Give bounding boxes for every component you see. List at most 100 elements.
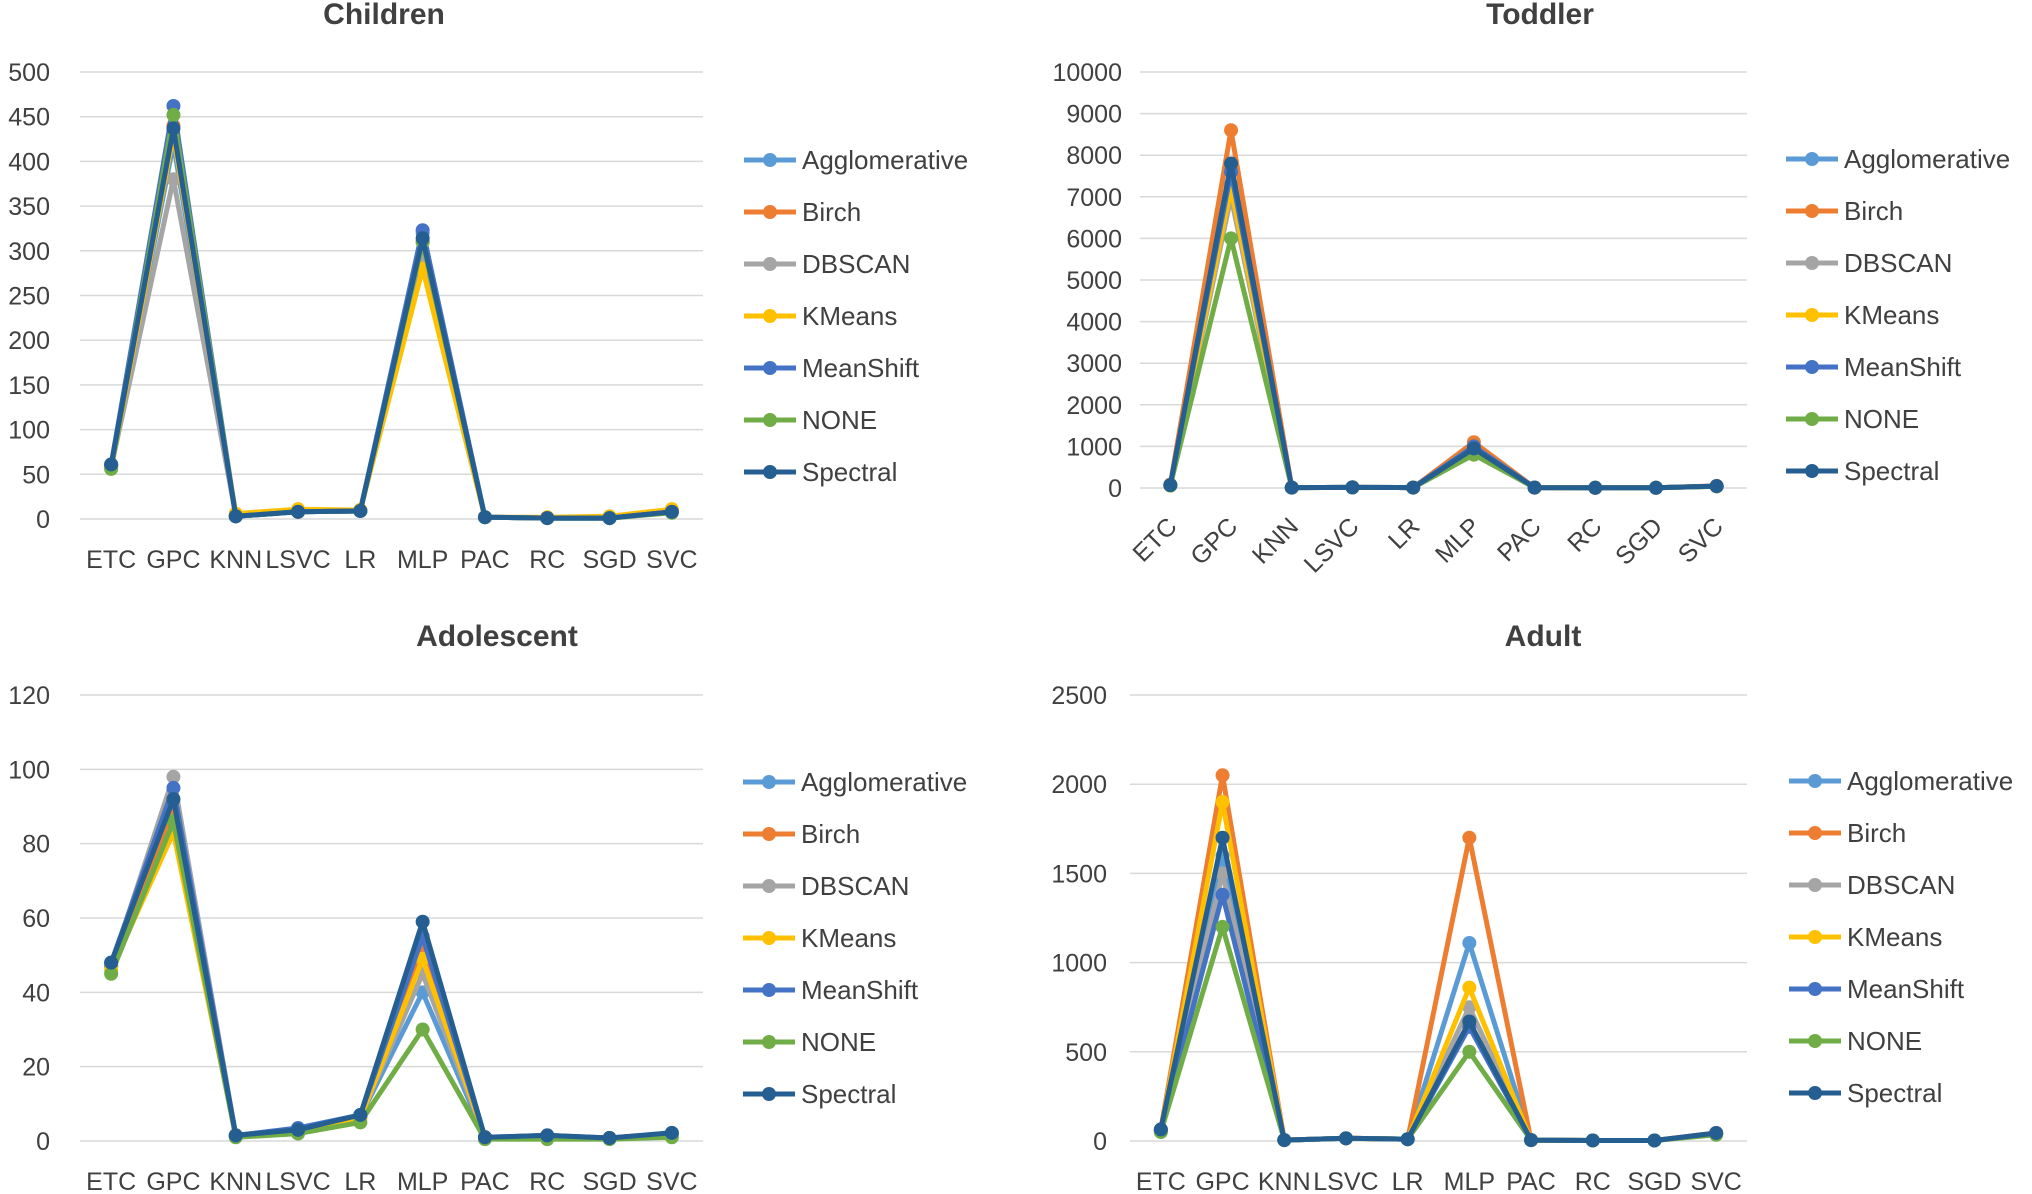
- legend-item-meanshift: MeanShift: [1786, 352, 1962, 382]
- x-tick-label: LSVC: [265, 546, 330, 574]
- x-tick-label: SGD: [1627, 1168, 1681, 1194]
- legend-label: Birch: [802, 197, 861, 227]
- data-point: [1215, 795, 1230, 810]
- series-meanshift: [104, 98, 679, 526]
- data-point: [415, 914, 430, 929]
- legend-swatch-marker: [763, 153, 777, 167]
- data-point: [1709, 1125, 1724, 1140]
- series-kmeans: [104, 127, 679, 525]
- series-line: [108, 132, 675, 520]
- x-tick-label: LSVC: [265, 1168, 330, 1194]
- data-point: [602, 1131, 617, 1146]
- data-point: [540, 1128, 555, 1143]
- legend-label: MeanShift: [801, 975, 919, 1005]
- series-line: [108, 141, 675, 521]
- data-point: [166, 769, 181, 784]
- data-point: [1400, 1132, 1415, 1147]
- x-tick-label: MLP: [1444, 1168, 1495, 1194]
- legend-swatch-marker: [1808, 878, 1822, 892]
- series-agglomerative: [104, 136, 679, 526]
- legend-swatch-marker: [763, 309, 777, 323]
- series-spectral: [104, 792, 679, 1146]
- legend-item-agglomerative: Agglomerative: [1786, 144, 2010, 174]
- chart-title: Toddler: [1486, 0, 1594, 31]
- legend-label: NONE: [1844, 404, 1919, 434]
- legend-label: NONE: [1847, 1026, 1922, 1056]
- legend-item-agglomerative: Agglomerative: [743, 767, 967, 797]
- data-point: [104, 966, 119, 981]
- chart-title: Adolescent: [416, 620, 578, 653]
- data-point: [1709, 479, 1724, 494]
- legend-label: Agglomerative: [1844, 144, 2010, 174]
- legend-label: DBSCAN: [1844, 248, 1952, 278]
- legend: Agglomerative Birch DBSCAN KMeans MeanShift N…: [743, 767, 967, 1109]
- data-point: [1462, 1014, 1477, 1029]
- data-point: [1224, 231, 1239, 246]
- legend-label: KMeans: [1847, 922, 1942, 952]
- series-line: [1158, 835, 1719, 1143]
- legend-swatch-marker: [1805, 360, 1819, 374]
- y-tick-label: 2500: [1051, 682, 1107, 710]
- data-point: [1215, 919, 1230, 934]
- x-tick-label: PAC: [1492, 512, 1547, 567]
- series-line: [108, 804, 675, 1141]
- y-tick-label: 500: [8, 59, 50, 87]
- data-point: [1462, 980, 1477, 995]
- data-point: [1466, 441, 1481, 456]
- legend-item-birch: Birch: [744, 197, 861, 227]
- data-point: [664, 504, 679, 519]
- legend-swatch-marker: [1805, 308, 1819, 322]
- legend-swatch-marker: [762, 1035, 776, 1049]
- y-tick-label: 9000: [1066, 101, 1122, 129]
- y-tick-label: 0: [1108, 475, 1122, 503]
- y-tick-label: 2000: [1066, 392, 1122, 420]
- x-tick-label: MLP: [1430, 512, 1486, 568]
- y-tick-label: 300: [8, 238, 50, 266]
- legend-item-dbscan: DBSCAN: [744, 249, 910, 279]
- x-tick-label: RC: [529, 546, 565, 574]
- x-tick-label: ETC: [86, 546, 136, 574]
- data-point: [1215, 768, 1230, 783]
- y-tick-label: 400: [8, 148, 50, 176]
- legend-swatch-marker: [762, 931, 776, 945]
- x-tick-label: LSVC: [1313, 1168, 1378, 1194]
- legend-swatch-marker: [763, 205, 777, 219]
- y-tick-label: 0: [1093, 1128, 1107, 1156]
- y-tick-label: 4000: [1066, 309, 1122, 337]
- legend: Agglomerative Birch DBSCAN KMeans MeanShift N…: [1789, 766, 2013, 1108]
- legend-swatch-marker: [763, 413, 777, 427]
- legend-item-birch: Birch: [1786, 196, 1903, 226]
- legend-swatch-marker: [763, 361, 777, 375]
- legend-swatch-marker: [1808, 774, 1822, 788]
- x-tick-label: LR: [1383, 512, 1425, 554]
- data-point: [291, 504, 306, 519]
- y-tick-label: 0: [36, 1128, 50, 1156]
- legend-item-kmeans: KMeans: [1789, 922, 1942, 952]
- x-tick-label: PAC: [460, 546, 510, 574]
- x-tick-label: KNN: [1247, 512, 1304, 569]
- legend-item-agglomerative: Agglomerative: [744, 145, 968, 175]
- legend-item-spectral: Spectral: [743, 1079, 896, 1109]
- data-point: [1338, 1131, 1353, 1146]
- x-tick-label: GPC: [146, 546, 200, 574]
- legend-swatch-marker: [762, 827, 776, 841]
- legend-swatch-marker: [762, 983, 776, 997]
- chart-adolescent: Adolescent 0 20 40 60 80 100 120 ETC GPC KNN LSVC LR…: [8, 620, 967, 1194]
- data-point: [1277, 1133, 1292, 1148]
- legend-label: Agglomerative: [1847, 766, 2013, 796]
- y-tick-label: 3000: [1066, 350, 1122, 378]
- y-tick-label: 500: [1065, 1039, 1107, 1067]
- series-none: [104, 107, 679, 526]
- data-point: [1648, 480, 1663, 495]
- legend-label: Agglomerative: [802, 145, 968, 175]
- legend-item-birch: Birch: [743, 819, 860, 849]
- data-point: [1647, 1133, 1662, 1148]
- x-tick-label: GPC: [1185, 512, 1243, 570]
- x-tick-label: SGD: [582, 1168, 636, 1194]
- legend-swatch-marker: [762, 879, 776, 893]
- y-tick-label: 1000: [1051, 950, 1107, 978]
- x-tick-label: ETC: [1127, 512, 1182, 567]
- data-point: [1462, 935, 1477, 950]
- x-tick-label: ETC: [86, 1168, 136, 1194]
